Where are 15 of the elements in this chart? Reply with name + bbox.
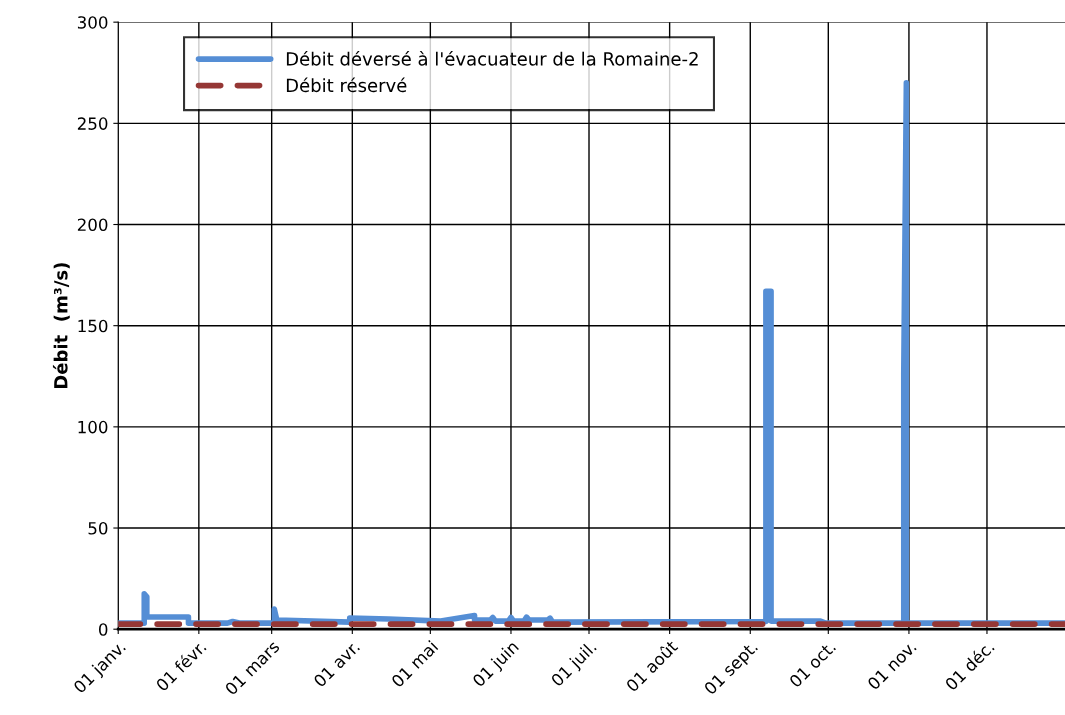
x-tick-label: 01 oct. <box>788 640 837 689</box>
y-tick-label: 250 <box>77 117 108 130</box>
x-tick-label: 01 nov. <box>866 640 917 691</box>
legend-label: Débit déversé à l'évacuateur de la Romaine-2 <box>286 50 698 66</box>
y-axis-title: Débit (m³/s) <box>52 263 70 389</box>
x-tick-label: 01 juil. <box>550 640 600 690</box>
y-tick-label: 0 <box>98 623 108 636</box>
legend-label: Débit réservé <box>286 77 407 93</box>
y-tick-label: 50 <box>88 521 108 535</box>
y-tick-label: 150 <box>78 319 108 333</box>
y-tick-label: 100 <box>78 420 108 434</box>
x-tick-label: 01 déc. <box>943 639 995 691</box>
y-tick-label: 200 <box>77 218 108 232</box>
x-tick-label: 01 avr. <box>312 640 361 688</box>
y-tick-label: 300 <box>77 16 108 29</box>
